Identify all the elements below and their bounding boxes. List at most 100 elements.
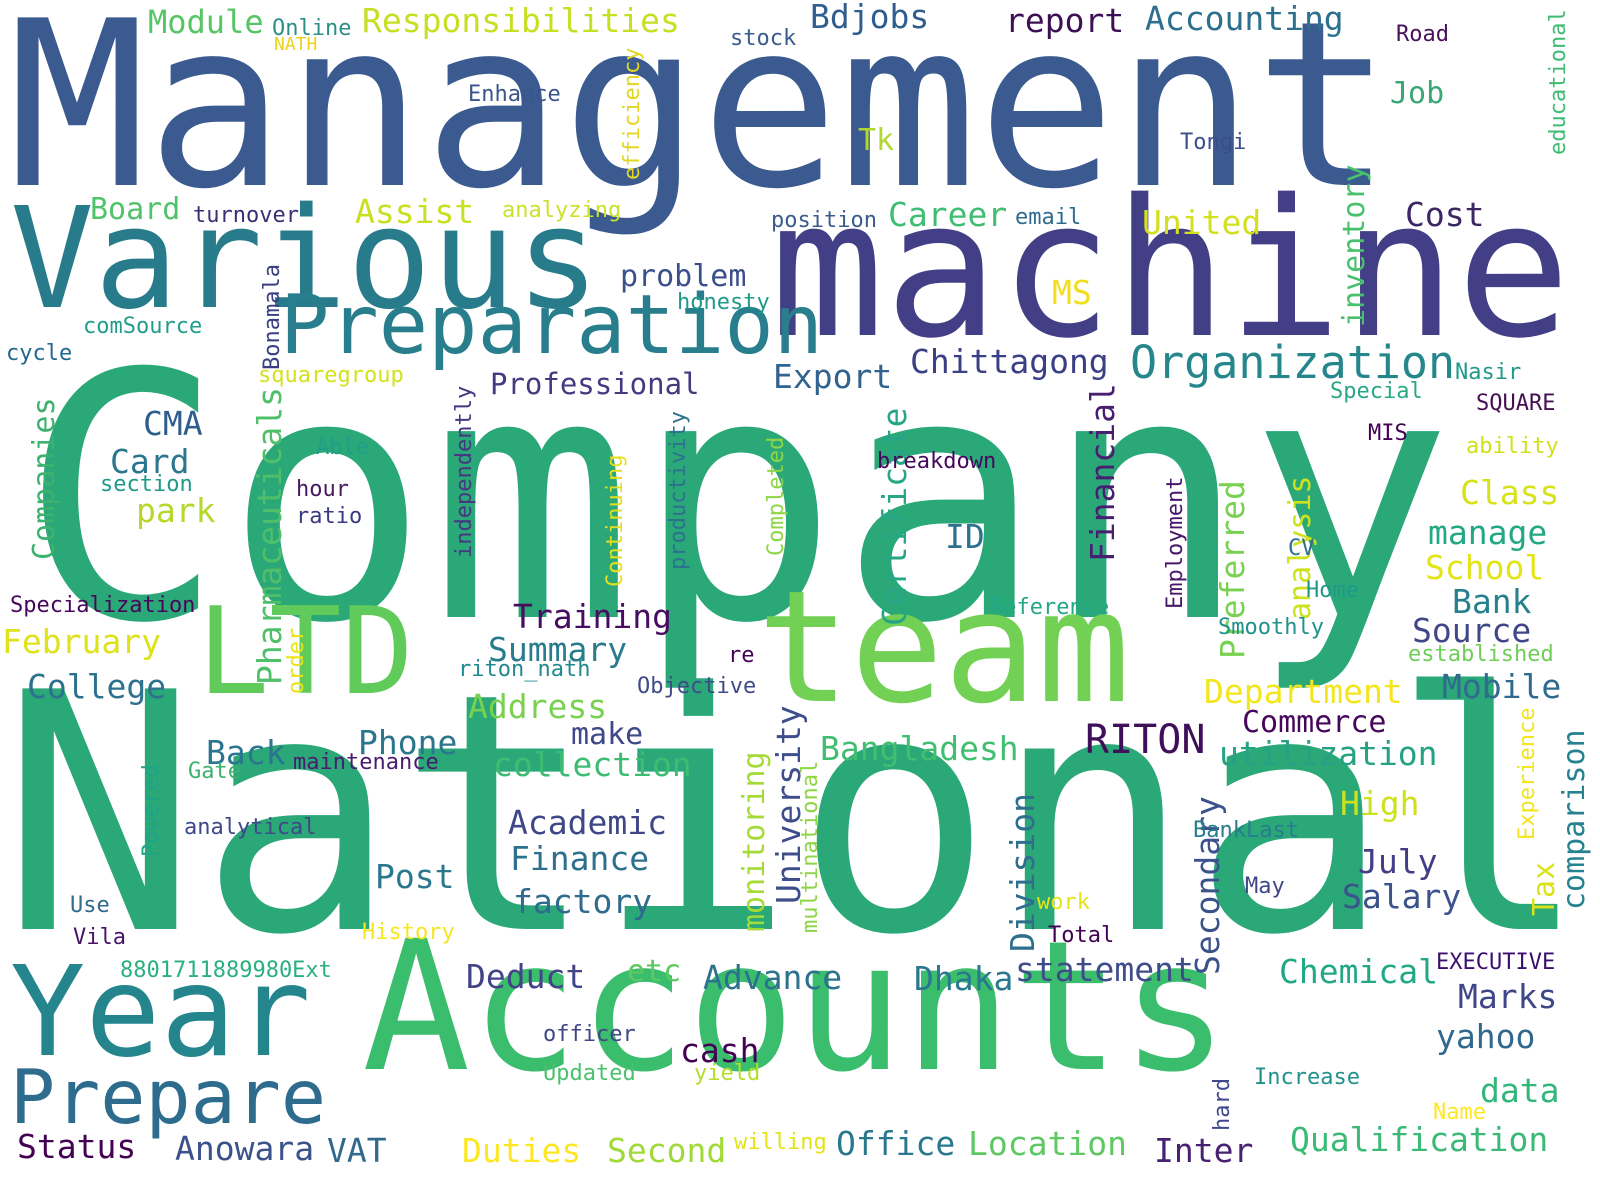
word-order: order	[284, 627, 309, 694]
word-etc: etc	[627, 954, 682, 989]
word-hard: hard	[1210, 1078, 1235, 1131]
word-breakdown: breakdown	[877, 449, 997, 474]
word-work: work	[1037, 890, 1090, 915]
word-hour: hour	[296, 477, 349, 502]
word-banklast: BankLast	[1193, 818, 1299, 843]
word-qualification: Qualification	[1290, 1120, 1549, 1159]
word-riton-nath: riton_nath	[458, 657, 591, 682]
word-park: park	[136, 491, 216, 530]
word-inter: Inter	[1154, 1131, 1254, 1170]
word-able: Able	[316, 435, 369, 460]
word-salary: Salary	[1342, 877, 1462, 916]
word-organization: Organization	[1130, 336, 1456, 389]
word-increase: Increase	[1254, 1065, 1360, 1090]
word-specialization: Specialization	[10, 593, 196, 618]
word-ms: MS	[1052, 273, 1092, 312]
word-address: Address	[468, 687, 608, 726]
word-yahoo: yahoo	[1436, 1017, 1536, 1056]
word-team: team	[757, 557, 1131, 738]
word-factory: factory	[513, 882, 653, 921]
word-name: Name	[1433, 1100, 1486, 1125]
word-report: report	[1005, 1, 1125, 40]
word-division: Division	[1003, 793, 1042, 952]
word-comparison: comparison	[1557, 729, 1592, 910]
word-stock: stock	[730, 26, 797, 51]
word-department: Department	[1204, 672, 1403, 711]
word-accounting: Accounting	[1145, 0, 1344, 38]
word-bank: Bank	[1452, 582, 1532, 621]
word-executive: EXECUTIVE	[1436, 950, 1556, 975]
word-cycle: cycle	[6, 341, 73, 366]
word-statement: statement	[1015, 950, 1194, 989]
word-advance: Advance	[703, 958, 843, 997]
word-inventory: inventory	[1337, 164, 1372, 327]
word-smoothly: Smoothly	[1218, 615, 1324, 640]
word-export: Export	[773, 357, 893, 396]
word-chemical: Chemical	[1279, 952, 1438, 991]
word-year: Year	[10, 940, 312, 1085]
word-continuing: Continuing	[603, 454, 628, 587]
word-email: email	[1015, 205, 1082, 230]
word-may: May	[1245, 874, 1285, 899]
word-college: College	[27, 667, 167, 706]
word-certificate: Certificate	[875, 407, 914, 626]
word-post: Post	[375, 857, 455, 896]
word-career: Career	[888, 195, 1008, 234]
word-class: Class	[1460, 473, 1560, 512]
word-accounts: Accounts	[362, 903, 1229, 1112]
word-educational: educational	[1546, 9, 1571, 155]
word-squaregroup: squaregroup	[258, 363, 404, 388]
word-national: National	[0, 623, 1590, 1007]
word-training: Training	[513, 597, 672, 636]
word-reference: Reference	[990, 595, 1110, 620]
word-prepare: Prepare	[10, 1053, 327, 1141]
word-comsource: comSource	[83, 314, 203, 339]
word-bdjobs: Bdjobs	[810, 0, 930, 36]
word-mis: MIS	[1368, 421, 1408, 446]
word-anowara: Anowara	[175, 1129, 315, 1168]
word-various: Various	[10, 178, 601, 341]
word-back: Back	[206, 733, 286, 772]
word-special: Special	[1330, 379, 1423, 404]
word-united: United	[1142, 203, 1262, 242]
word-card: Card	[110, 442, 190, 481]
word-experience: Experience	[1515, 707, 1540, 840]
word-willing: willing	[734, 1130, 827, 1155]
word-manage: manage	[1428, 513, 1548, 552]
word-section: section	[100, 472, 193, 497]
word-pharmaceuticals: Pharmaceuticals	[250, 386, 289, 685]
word-honesty: honesty	[677, 290, 770, 315]
word-employment: Employment	[1163, 476, 1188, 609]
word-companies: Companies	[27, 397, 62, 560]
word-id: ID	[945, 517, 985, 556]
word-maintenance: maintenance	[293, 750, 439, 775]
word-square: SQUARE	[1476, 391, 1556, 416]
word-efficiency: efficiency	[620, 47, 645, 180]
word-source: Source	[1412, 611, 1532, 650]
word-status: Status	[17, 1127, 137, 1166]
word-re: re	[728, 643, 755, 668]
word-total: Total	[1048, 923, 1115, 948]
word-preparation: Preparation	[280, 278, 824, 373]
word-phone-ext: 8801711889980Ext	[120, 958, 332, 983]
word-cost: Cost	[1405, 195, 1485, 234]
word-vila: Vila	[73, 925, 126, 950]
word-independently: independently	[452, 385, 477, 558]
word-marks: Marks	[1458, 977, 1558, 1016]
word-yield: yield	[694, 1061, 761, 1086]
word-established: established	[1408, 642, 1554, 667]
word-officer: officer	[543, 1022, 636, 1047]
word-commerce: Commerce	[1242, 705, 1387, 740]
word-ltd: LTD	[197, 583, 414, 722]
word-online: Online	[272, 16, 352, 41]
word-management: Management	[8, 0, 1393, 240]
word-mobile: Mobile	[1442, 667, 1562, 706]
word-nath: NATH	[274, 34, 318, 55]
word-financial: Financial	[1083, 383, 1122, 562]
word-university: University	[769, 705, 808, 904]
word-tongi: Tongi	[1180, 130, 1247, 155]
word-analyzing: analyzing	[502, 198, 622, 223]
word-make: make	[571, 717, 644, 752]
word-analytical: analytical	[184, 815, 317, 840]
word-gate: Gate	[188, 759, 241, 784]
